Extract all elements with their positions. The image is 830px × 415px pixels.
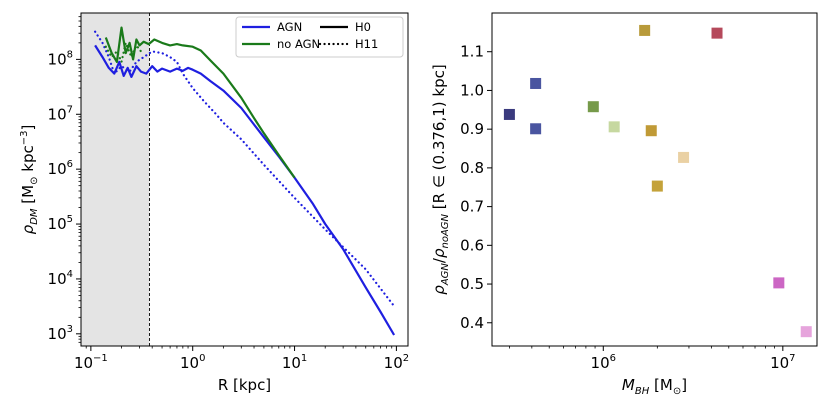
y-tick-label: 107: [48, 104, 73, 123]
legend-label: AGN: [277, 20, 302, 34]
y-tick-label: 0.7: [460, 198, 484, 216]
y-tick-label: 105: [48, 214, 73, 233]
y-tick-label: 106: [48, 159, 73, 178]
scatter-point: [530, 77, 542, 89]
scatter-point: [800, 326, 812, 338]
scatter-point: [711, 27, 723, 39]
scatter-point: [587, 101, 599, 113]
series-line-agn-h0: [94, 44, 396, 336]
y-axis-label-right: ρAGN/ρnoAGN [R ∈ (0.376,1) kpc]: [430, 64, 451, 294]
y-tick-label: 1.1: [460, 43, 484, 61]
scatter-point: [651, 180, 663, 192]
y-tick-label: 108: [48, 49, 73, 68]
x-tick-label: 107: [770, 353, 795, 372]
y-tick-label: 0.6: [460, 236, 484, 254]
scatter-point: [639, 24, 651, 36]
scatter-point: [678, 151, 690, 163]
scatter-point: [503, 108, 515, 120]
y-tick-label: 0.4: [460, 314, 484, 332]
x-tick-label: 101: [282, 353, 307, 372]
y-tick-label: 0.9: [460, 120, 484, 138]
x-tick-label: 10−1: [74, 353, 108, 372]
x-axis-label-left: R [kpc]: [218, 376, 271, 394]
series-line-agn-h11: [94, 30, 396, 308]
y-tick-label: 0.8: [460, 159, 484, 177]
plot-frame-right: [491, 12, 818, 347]
scatter-point: [645, 125, 657, 137]
shaded-inner-region: [81, 13, 150, 346]
y-axis-label-left: ρDM [M⊙ kpc−3]: [19, 125, 40, 235]
x-tick-label: 102: [384, 353, 409, 372]
scatter-point: [530, 123, 542, 135]
scatter-point: [773, 277, 785, 289]
legend-label: H0: [355, 20, 371, 34]
legend: AGN H0 no AGN H11: [235, 16, 404, 58]
x-tick-label: 106: [591, 353, 616, 372]
y-tick-label: 103: [48, 324, 73, 343]
x-axis-label-right: MBH [M⊙]: [622, 376, 687, 397]
y-tick-label: 104: [48, 269, 73, 288]
x-tick-label: 100: [180, 353, 205, 372]
series-line-no-agn-h0: [104, 26, 296, 179]
series-line-no-agn-h11: [104, 41, 144, 63]
scatter-point: [608, 121, 620, 133]
legend-label: H11: [355, 37, 378, 51]
y-tick-label: 0.5: [460, 275, 484, 293]
plot-frame-left: [80, 12, 409, 347]
y-tick-label: 1.0: [460, 81, 484, 99]
legend-label: no AGN: [277, 37, 320, 51]
